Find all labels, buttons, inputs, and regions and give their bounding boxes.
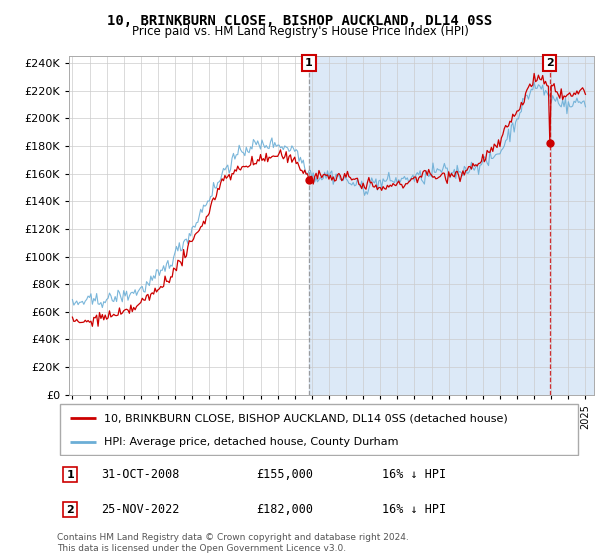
Text: 31-OCT-2008: 31-OCT-2008 (101, 468, 180, 481)
Text: £182,000: £182,000 (257, 503, 314, 516)
Text: 25-NOV-2022: 25-NOV-2022 (101, 503, 180, 516)
Text: 16% ↓ HPI: 16% ↓ HPI (383, 503, 446, 516)
Text: £155,000: £155,000 (257, 468, 314, 481)
Text: 2: 2 (66, 505, 74, 515)
Bar (309, 56, 594, 395)
Text: 1: 1 (66, 470, 74, 479)
Text: 10, BRINKBURN CLOSE, BISHOP AUCKLAND, DL14 0SS: 10, BRINKBURN CLOSE, BISHOP AUCKLAND, DL… (107, 14, 493, 28)
Text: Contains HM Land Registry data © Crown copyright and database right 2024.
This d: Contains HM Land Registry data © Crown c… (57, 533, 409, 553)
Text: 2: 2 (545, 58, 553, 68)
Text: 16% ↓ HPI: 16% ↓ HPI (383, 468, 446, 481)
Text: Price paid vs. HM Land Registry's House Price Index (HPI): Price paid vs. HM Land Registry's House … (131, 25, 469, 38)
Text: 10, BRINKBURN CLOSE, BISHOP AUCKLAND, DL14 0SS (detached house): 10, BRINKBURN CLOSE, BISHOP AUCKLAND, DL… (104, 413, 508, 423)
Text: HPI: Average price, detached house, County Durham: HPI: Average price, detached house, Coun… (104, 436, 399, 446)
Text: 1: 1 (305, 58, 313, 68)
FancyBboxPatch shape (59, 404, 578, 455)
